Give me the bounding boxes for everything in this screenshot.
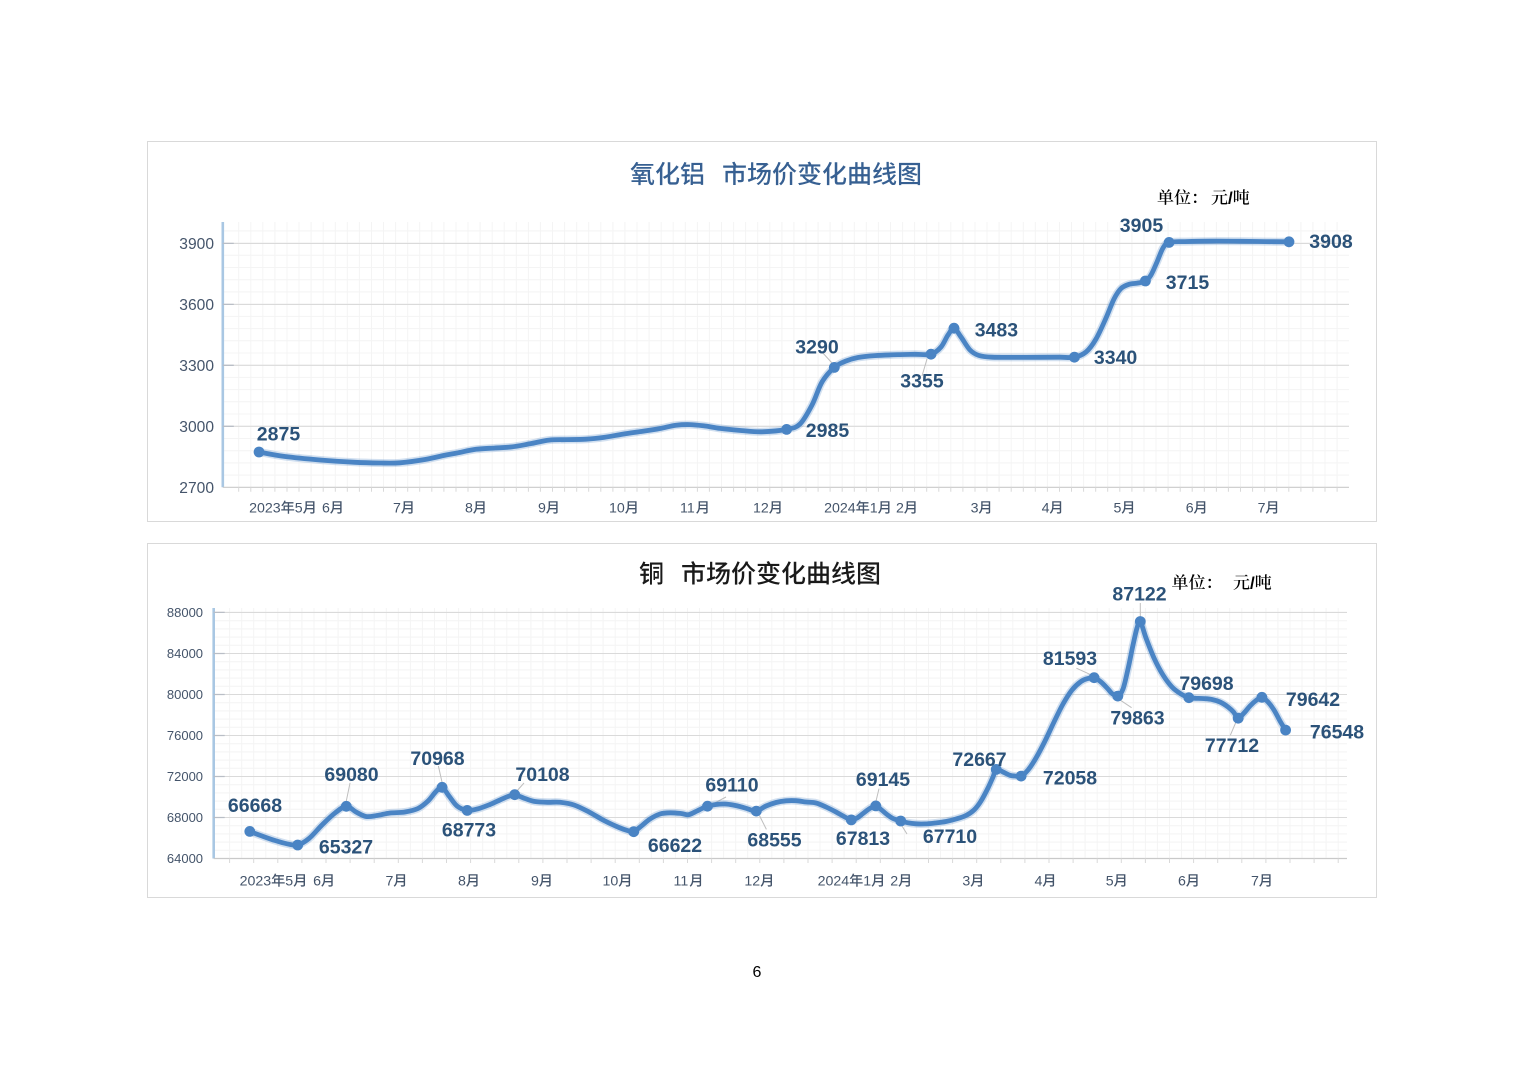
svg-text:6: 6	[322, 501, 330, 517]
svg-text:5: 5	[1114, 501, 1122, 517]
svg-text:3715: 3715	[1166, 272, 1210, 294]
svg-text:3483: 3483	[975, 319, 1019, 341]
svg-text:2023: 2023	[240, 874, 272, 890]
svg-text:2700: 2700	[179, 480, 214, 497]
svg-text:10: 10	[603, 874, 619, 890]
svg-text:12: 12	[753, 501, 769, 517]
svg-text:76000: 76000	[167, 728, 203, 743]
svg-text:72667: 72667	[952, 749, 1006, 771]
svg-text:66622: 66622	[648, 835, 702, 857]
svg-text:6: 6	[753, 964, 762, 981]
svg-text:10: 10	[609, 501, 625, 517]
svg-text:7: 7	[1251, 874, 1259, 890]
svg-text:5: 5	[1106, 874, 1114, 890]
svg-text:5: 5	[285, 874, 293, 890]
svg-text:/: /	[1228, 189, 1233, 208]
svg-text:88000: 88000	[167, 605, 203, 620]
svg-text:79863: 79863	[1110, 708, 1164, 730]
svg-text:2024: 2024	[818, 874, 850, 890]
svg-text:72000: 72000	[167, 769, 203, 784]
svg-text:7: 7	[1258, 501, 1266, 517]
svg-text:3290: 3290	[795, 337, 839, 359]
svg-text:2023: 2023	[249, 501, 281, 517]
svg-text:3600: 3600	[179, 297, 214, 314]
svg-text:/: /	[1250, 574, 1255, 593]
svg-text:2875: 2875	[257, 424, 301, 446]
svg-text:2985: 2985	[806, 420, 850, 442]
svg-text:1: 1	[870, 501, 878, 517]
svg-text:68773: 68773	[442, 819, 496, 841]
svg-text:68555: 68555	[747, 830, 801, 852]
svg-text:69080: 69080	[324, 764, 378, 786]
svg-text:72058: 72058	[1043, 768, 1097, 790]
svg-text:3340: 3340	[1094, 347, 1138, 369]
svg-text:67813: 67813	[836, 828, 890, 850]
svg-text:3900: 3900	[179, 236, 214, 253]
svg-text:3905: 3905	[1120, 215, 1164, 237]
svg-text:3355: 3355	[900, 371, 944, 393]
svg-text:3: 3	[962, 874, 970, 890]
svg-text:79698: 79698	[1179, 673, 1233, 695]
svg-text:8: 8	[465, 501, 473, 517]
svg-text:3300: 3300	[179, 358, 214, 375]
svg-text:69110: 69110	[705, 775, 758, 797]
svg-text:2024: 2024	[824, 501, 856, 517]
svg-text:1: 1	[863, 874, 871, 890]
svg-text:77712: 77712	[1205, 735, 1259, 757]
svg-text:8: 8	[458, 874, 466, 890]
svg-text:67710: 67710	[923, 826, 977, 848]
svg-text:3908: 3908	[1309, 231, 1353, 253]
svg-text:6: 6	[313, 874, 321, 890]
svg-text:76548: 76548	[1310, 721, 1364, 743]
svg-text:12: 12	[744, 874, 760, 890]
svg-text:79642: 79642	[1286, 689, 1340, 711]
svg-text:3: 3	[971, 501, 979, 517]
svg-text:70968: 70968	[410, 748, 464, 770]
svg-text:11: 11	[680, 501, 695, 517]
svg-text:6: 6	[1178, 874, 1186, 890]
svg-text:3000: 3000	[179, 419, 214, 436]
svg-text:7: 7	[393, 501, 401, 517]
svg-text:69145: 69145	[856, 769, 910, 791]
svg-text:66668: 66668	[228, 795, 282, 817]
svg-text:5: 5	[295, 501, 303, 517]
svg-text:9: 9	[531, 874, 539, 890]
svg-text:65327: 65327	[319, 837, 373, 859]
svg-text:68000: 68000	[167, 810, 203, 825]
svg-text:6: 6	[1186, 501, 1194, 517]
svg-text:84000: 84000	[167, 646, 203, 661]
svg-text:2: 2	[890, 874, 898, 890]
svg-text:7: 7	[386, 874, 394, 890]
svg-text:87122: 87122	[1112, 584, 1166, 606]
svg-text:80000: 80000	[167, 687, 203, 702]
svg-text:4: 4	[1035, 874, 1043, 890]
svg-text:11: 11	[674, 874, 689, 890]
svg-text:64000: 64000	[167, 851, 203, 866]
svg-text:4: 4	[1042, 501, 1050, 517]
svg-text:70108: 70108	[515, 764, 569, 786]
svg-text:2: 2	[896, 501, 904, 517]
svg-text:81593: 81593	[1043, 648, 1097, 670]
svg-text:9: 9	[538, 501, 546, 517]
